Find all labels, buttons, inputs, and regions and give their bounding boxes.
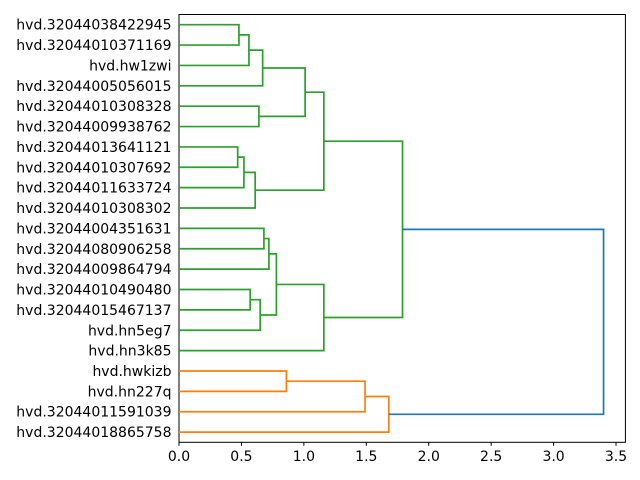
leaf-label: hvd.32044010308328 (16, 99, 171, 115)
leaf-label: hvd.32044005056015 (16, 79, 171, 95)
leaf-label: hvd.32044015467137 (16, 303, 171, 319)
leaf-label: hvd.32044010308302 (16, 201, 171, 217)
x-tick-label: 1.0 (293, 449, 315, 465)
dendrogram-link-green (255, 91, 325, 192)
dendrogram-link-orange (179, 395, 390, 433)
leaf-label: hvd.hn5eg7 (88, 323, 172, 339)
dendrogram-link-green (179, 105, 260, 128)
leaf-label: hvd.hwkizb (92, 364, 171, 380)
leaf-label: hvd.32044080906258 (16, 242, 171, 258)
dendrogram-link-green (260, 253, 278, 316)
dendrogram-link-green (179, 49, 264, 87)
leaf-label: hvd.32044013641121 (16, 140, 171, 156)
leaf-label: hvd.32044010307692 (16, 160, 171, 176)
leaf-label: hvd.hw1zwi (89, 58, 171, 74)
x-tick-label: 2.0 (418, 449, 440, 465)
leaf-label: hvd.32044011633724 (16, 181, 171, 197)
dendrogram-link-blue (388, 228, 605, 416)
leaf-label: hvd.hn3k85 (88, 344, 171, 360)
leaf-label: hvd.hn227q (88, 384, 172, 400)
x-tick-label: 0.5 (230, 449, 252, 465)
leaf-label: hvd.32044004351631 (16, 221, 171, 237)
leaf-label: hvd.32044009938762 (16, 120, 171, 136)
x-tick-label: 1.5 (355, 449, 377, 465)
dendrogram-link-green (179, 146, 239, 169)
x-tick-label: 3.5 (605, 449, 627, 465)
dendrogram-link-green (179, 156, 245, 189)
dendrogram-link-green (179, 283, 325, 352)
dendrogram-link-green (179, 237, 270, 270)
dendrogram-link-green (179, 298, 262, 332)
leaf-label: hvd.32044018865758 (16, 425, 171, 441)
dendrogram-link-green (179, 288, 252, 311)
x-tick-label: 3.0 (542, 449, 564, 465)
leaf-label: hvd.32044011591039 (16, 405, 171, 421)
dendrogram-link-green (258, 67, 306, 118)
dendrogram-link-green (179, 227, 265, 250)
leaf-label: hvd.32044009864794 (16, 262, 171, 278)
x-tick-label: 0.0 (168, 449, 190, 465)
dendrogram-link-green (179, 23, 240, 46)
dendrogram-link-orange (179, 380, 366, 413)
dendrogram-link-orange (179, 370, 288, 393)
leaf-label: hvd.32044010371169 (16, 38, 171, 54)
x-tick-label: 2.5 (480, 449, 502, 465)
leaf-label: hvd.32044038422945 (16, 18, 171, 34)
leaf-label: hvd.32044010490480 (16, 283, 171, 299)
dendrogram-link-green (323, 140, 404, 319)
